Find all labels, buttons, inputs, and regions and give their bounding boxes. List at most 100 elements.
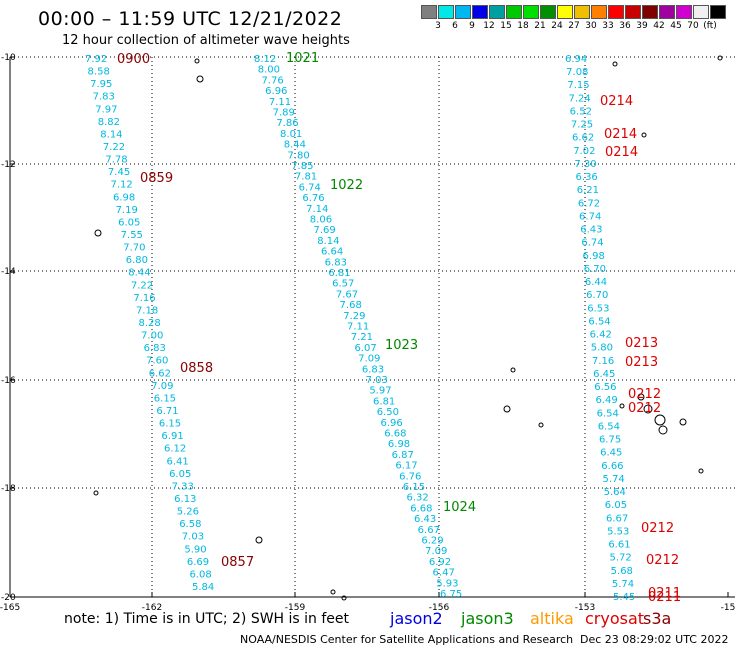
legend-swatch: [574, 5, 590, 19]
time-label: 0213: [625, 355, 658, 370]
wave-height-value: 6.05: [118, 217, 140, 228]
wave-height-value: 6.43: [580, 225, 602, 236]
wave-height-value: 6.54: [597, 408, 619, 419]
wave-height-value: 7.55: [121, 230, 143, 241]
legend-label: 21: [534, 21, 546, 31]
island-outline: [538, 422, 544, 428]
wave-height-value: 7.09: [151, 381, 173, 392]
legend-label: 15: [500, 21, 512, 31]
wave-height-value: 8.14: [100, 129, 122, 140]
wave-height-value: 7.70: [123, 243, 145, 254]
wave-height-value: 6.94: [565, 54, 587, 65]
island-outline: [330, 589, 336, 595]
time-label: 0858: [180, 361, 213, 376]
wave-height-value: 6.05: [605, 500, 627, 511]
wave-height-value: 8.12: [254, 54, 276, 65]
wave-height-value: 6.62: [572, 133, 594, 144]
wave-height-value: 8.28: [139, 318, 161, 329]
legend-swatch: [472, 5, 488, 19]
wave-height-value: 6.67: [418, 525, 440, 536]
satellite-name: s3a: [643, 609, 672, 628]
wave-height-value: 6.75: [599, 435, 621, 446]
wave-height-value: 6.54: [598, 421, 620, 432]
wave-height-value: 6.71: [156, 406, 178, 417]
legend-label: 30: [585, 21, 597, 31]
wave-height-value: 5.45: [613, 592, 635, 603]
wave-height-value: 6.70: [586, 290, 608, 301]
wave-height-value: 6.69: [187, 557, 209, 568]
time-label: 0213: [625, 336, 658, 351]
y-tick-label: -20: [1, 593, 16, 603]
wave-height-value: 7.03: [366, 375, 388, 386]
legend-label: 3: [435, 21, 441, 31]
legend-swatch: [642, 5, 658, 19]
wave-height-value: 7.67: [336, 289, 358, 300]
wave-height-value: 6.68: [410, 503, 432, 514]
wave-height-value: 6.80: [126, 255, 148, 266]
wave-height-value: 5.90: [184, 544, 206, 555]
island-outline: [658, 425, 668, 435]
legend-label: 36: [619, 21, 631, 31]
wave-height-value: 6.15: [403, 482, 425, 493]
time-label: 1021: [286, 51, 319, 66]
legend-swatch: [506, 5, 522, 19]
wave-height-value: 7.16: [592, 356, 614, 367]
wave-height-value: 5.68: [611, 566, 633, 577]
wave-height-value: 6.91: [161, 431, 183, 442]
credit-line: NOAA/NESDIS Center for Satellite Applica…: [240, 633, 574, 646]
wave-height-value: 6.64: [321, 247, 343, 258]
time-label: 0212: [628, 387, 661, 402]
island-outline: [93, 490, 99, 496]
wave-height-value: 6.87: [392, 450, 414, 461]
wave-height-value: 7.76: [261, 75, 283, 86]
legend-label: 39: [636, 21, 648, 31]
wave-height-value: 5.84: [192, 582, 214, 593]
wave-height-value: 5.93: [436, 578, 458, 589]
island-outline: [503, 405, 511, 413]
wave-height-value: 6.15: [154, 393, 176, 404]
legend-label: 18: [517, 21, 529, 31]
wave-height-value: 7.00: [141, 331, 163, 342]
wave-height-value: 7.16: [133, 293, 155, 304]
wave-height-value: 7.14: [306, 204, 328, 215]
wave-height-value: 7.92: [85, 54, 107, 65]
wave-height-value: 6.74: [299, 182, 321, 193]
wave-height-value: 6.54: [588, 316, 610, 327]
island-outline: [698, 468, 704, 474]
legend-label: 27: [568, 21, 580, 31]
wave-height-value: 6.83: [362, 364, 384, 375]
wave-height-value: 6.81: [373, 396, 395, 407]
legend-swatch: [455, 5, 471, 19]
wave-height-value: 6.76: [399, 471, 421, 482]
wave-height-value: 7.29: [343, 311, 365, 322]
y-tick-label: -10: [1, 53, 16, 63]
wave-height-value: 7.86: [276, 118, 298, 129]
island-outline: [255, 536, 263, 544]
time-label: 0859: [140, 171, 173, 186]
wave-height-value: 7.09: [358, 354, 380, 365]
island-outline: [679, 418, 687, 426]
wave-height-value: 7.03: [182, 532, 204, 543]
y-tick-label: -16: [1, 376, 16, 386]
wave-height-value: 6.43: [414, 514, 436, 525]
wave-height-value: 5.64: [604, 487, 626, 498]
wave-height-value: 7.81: [295, 172, 317, 183]
wave-height-value: 6.98: [388, 439, 410, 450]
wave-height-value: 7.11: [269, 97, 291, 108]
wave-height-value: 6.45: [600, 448, 622, 459]
wave-height-value: 6.92: [429, 557, 451, 568]
wave-height-value: 6.17: [395, 461, 417, 472]
wave-height-value: 6.44: [585, 277, 607, 288]
island-outline: [510, 367, 516, 373]
time-label: 0900: [117, 52, 150, 67]
wave-height-value: 5.26: [177, 507, 199, 518]
time-label: 1022: [330, 178, 363, 193]
time-label: 0214: [605, 145, 638, 160]
island-outline: [194, 58, 200, 64]
legend-swatch: [710, 5, 726, 19]
y-tick-label: -14: [1, 267, 16, 277]
wave-height-value: 6.61: [608, 540, 630, 551]
wave-height-value: 6.36: [576, 172, 598, 183]
wave-height-value: 6.72: [578, 198, 600, 209]
wave-height-value: 6.15: [159, 419, 181, 430]
